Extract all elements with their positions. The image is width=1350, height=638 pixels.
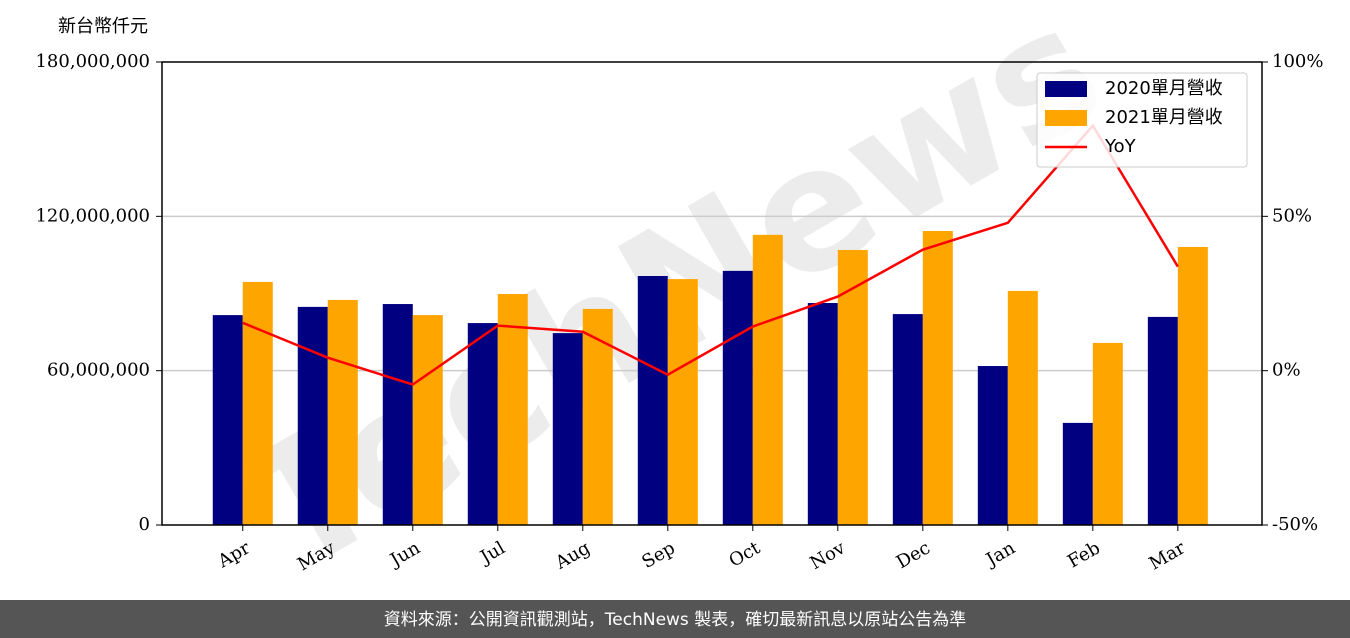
bar xyxy=(1177,246,1208,525)
x-tick-label: Jul xyxy=(475,537,509,569)
y-axis-label: 新台幣仟元 xyxy=(58,16,148,37)
bar xyxy=(412,315,443,525)
bar xyxy=(752,234,783,525)
footer-text: 資料來源：公開資訊觀測站，TechNews 製表，確切最新訊息以原站公告為準 xyxy=(384,610,966,630)
bar xyxy=(722,270,753,525)
plot-frame xyxy=(161,61,1263,526)
bar xyxy=(837,250,868,525)
bar xyxy=(922,230,953,525)
x-tick-label: Sep xyxy=(638,537,678,572)
bar xyxy=(667,279,698,525)
bar xyxy=(582,308,613,525)
x-tick-label: Oct xyxy=(726,537,765,572)
x-tick-label: Jan xyxy=(981,537,1019,571)
footer-bar xyxy=(0,600,1350,638)
legend-label: YoY xyxy=(1104,136,1137,157)
y-tick-label: 60,000,000 xyxy=(47,360,150,381)
bar xyxy=(977,366,1008,525)
bar xyxy=(242,281,273,525)
x-tick-label: Dec xyxy=(893,537,934,573)
y2-tick-label: 100% xyxy=(1272,51,1323,72)
y-tick-label: 180,000,000 xyxy=(35,51,150,72)
legend-label: 2021單月營收 xyxy=(1105,107,1223,128)
legend-label: 2020單月營收 xyxy=(1105,78,1223,99)
legend-swatch xyxy=(1045,81,1087,97)
bar xyxy=(1007,290,1038,525)
y2-tick-label: 0% xyxy=(1272,360,1301,381)
bar xyxy=(552,333,583,525)
line xyxy=(242,123,1179,386)
bar xyxy=(212,315,243,525)
bar xyxy=(327,299,358,525)
y-tick-label: 0 xyxy=(139,514,150,535)
x-tick-label: Aug xyxy=(551,537,594,574)
bar xyxy=(382,304,413,525)
bar xyxy=(1092,342,1123,525)
y2-tick-label: 50% xyxy=(1272,205,1312,226)
bar xyxy=(807,303,838,525)
legend-swatch xyxy=(1045,110,1087,126)
x-tick-label: Apr xyxy=(214,537,254,572)
bar xyxy=(1147,316,1178,525)
bar xyxy=(637,276,668,525)
bar xyxy=(297,306,328,525)
y2-tick-label: -50% xyxy=(1272,514,1318,535)
y-tick-label: 120,000,000 xyxy=(35,205,150,226)
legend-box xyxy=(1036,72,1248,168)
x-tick-label: Nov xyxy=(806,537,849,574)
x-tick-label: Mar xyxy=(1146,537,1190,574)
bar xyxy=(1062,422,1093,525)
bar xyxy=(892,314,923,525)
bar xyxy=(467,323,498,525)
x-tick-label: Feb xyxy=(1064,537,1104,572)
bar xyxy=(497,294,528,525)
